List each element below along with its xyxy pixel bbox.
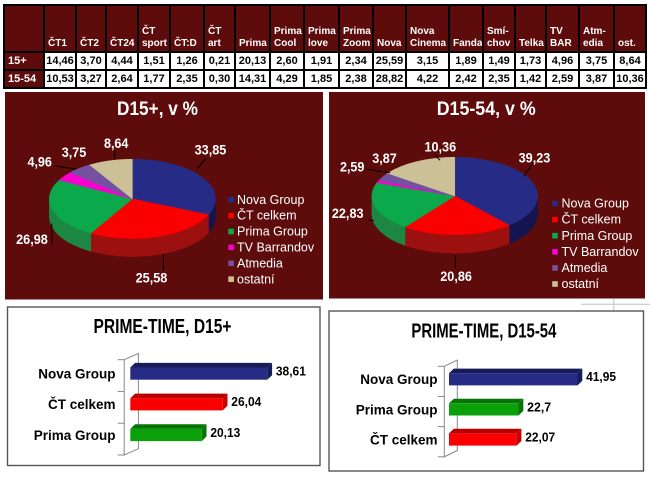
svg-text:PRIME-TIME, D15+: PRIME-TIME, D15+ (94, 316, 232, 338)
svg-text:2,59: 2,59 (340, 159, 365, 175)
svg-text:25,58: 25,58 (136, 270, 168, 286)
svg-text:PRIME-TIME, D15-54: PRIME-TIME, D15-54 (411, 321, 557, 343)
svg-text:TV Barrandov: TV Barrandov (562, 245, 640, 259)
svg-text:33,85: 33,85 (195, 142, 227, 158)
svg-text:39,23: 39,23 (519, 150, 551, 166)
svg-text:3,87: 3,87 (372, 150, 397, 166)
svg-text:41,95: 41,95 (586, 370, 616, 384)
svg-text:3,75: 3,75 (62, 144, 87, 160)
svg-text:ČT celkem: ČT celkem (562, 212, 622, 227)
svg-text:22,7: 22,7 (527, 400, 551, 414)
svg-text:ČT celkem: ČT celkem (48, 397, 116, 412)
svg-text:ČT celkem: ČT celkem (237, 208, 297, 223)
svg-text:26,04: 26,04 (231, 395, 261, 409)
svg-text:ostatní: ostatní (562, 277, 600, 291)
svg-text:Prima Group: Prima Group (237, 225, 308, 239)
svg-text:Nova Group: Nova Group (237, 193, 304, 207)
svg-text:D15-54, v %: D15-54, v % (437, 99, 536, 120)
svg-text:Atmedia: Atmedia (562, 261, 608, 275)
svg-text:4,96: 4,96 (27, 153, 52, 169)
svg-text:22,83: 22,83 (332, 205, 364, 221)
svg-text:Nova Group: Nova Group (562, 197, 629, 211)
svg-text:Nova Group: Nova Group (360, 372, 437, 387)
svg-text:20,86: 20,86 (440, 268, 472, 284)
svg-text:Prima Group: Prima Group (562, 229, 633, 243)
svg-text:8,64: 8,64 (104, 135, 129, 151)
svg-text:TV Barrandov: TV Barrandov (237, 241, 315, 255)
svg-text:20,13: 20,13 (210, 426, 240, 440)
svg-text:Prima Group: Prima Group (34, 428, 116, 443)
svg-text:Nova Group: Nova Group (38, 367, 115, 382)
svg-text:Atmedia: Atmedia (237, 256, 283, 270)
svg-text:10,36: 10,36 (424, 139, 456, 155)
svg-text:22,07: 22,07 (525, 430, 555, 444)
svg-text:ostatní: ostatní (237, 272, 275, 286)
svg-text:ČT celkem: ČT celkem (370, 432, 438, 447)
svg-text:38,61: 38,61 (276, 365, 306, 379)
svg-text:D15+, v %: D15+, v % (117, 99, 198, 120)
svg-text:26,98: 26,98 (16, 231, 48, 247)
svg-text:Prima Group: Prima Group (356, 402, 438, 417)
